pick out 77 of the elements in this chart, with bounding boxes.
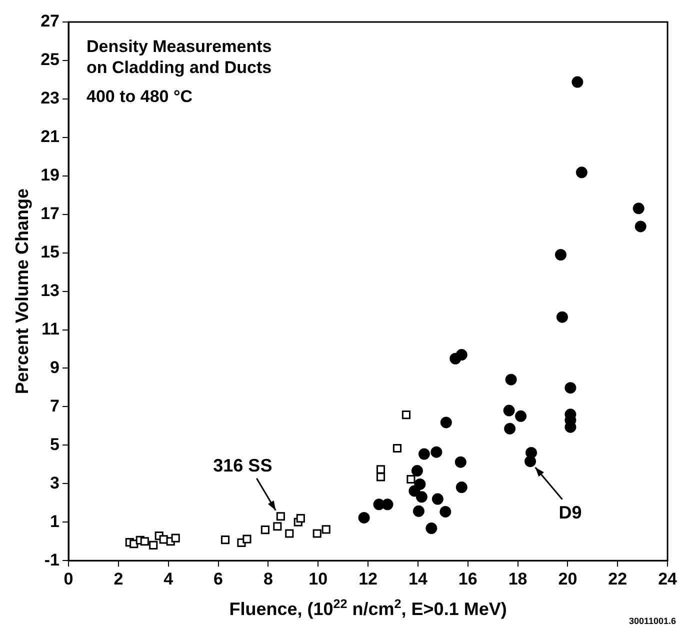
point: [312, 529, 322, 538]
point: [564, 382, 576, 394]
point: [572, 76, 584, 88]
point: [260, 526, 270, 534]
y-tick-label: 7: [50, 396, 60, 416]
x-tick-label: 14: [408, 569, 428, 588]
x-tick-label: 6: [214, 569, 224, 588]
point: [140, 537, 149, 546]
point: [576, 166, 588, 178]
point: [358, 512, 370, 524]
x-tick-label: 20: [558, 569, 578, 588]
point: [402, 410, 410, 420]
x-tick-label: 0: [64, 569, 74, 588]
point: [456, 482, 468, 494]
x-tick-label: 12: [358, 569, 378, 588]
point: [505, 374, 517, 386]
y-tick-label: 9: [50, 358, 60, 377]
point: [296, 514, 305, 523]
point: [554, 249, 566, 260]
point: [406, 474, 416, 484]
point: [242, 534, 252, 544]
point: [322, 525, 330, 534]
point: [503, 404, 515, 416]
point: [285, 529, 294, 538]
annotation: 316 SS: [213, 455, 272, 476]
y-tick-label: 19: [40, 166, 60, 185]
text: 400 to 480 °C: [86, 87, 193, 106]
x-tick-label: 8: [263, 569, 273, 588]
point: [426, 522, 438, 534]
y-tick-label: 17: [40, 204, 60, 224]
y-tick-label: 23: [40, 88, 60, 108]
y-tick-label: 27: [40, 12, 60, 31]
y-tick-label: -1: [44, 550, 60, 570]
y-tick-label: 25: [40, 50, 60, 70]
text: 30011001.6: [628, 616, 676, 626]
point: [416, 491, 428, 503]
y-tick-label: 5: [50, 434, 60, 454]
y-axis-title: Percent Volume Change: [12, 188, 32, 394]
point: [382, 498, 394, 510]
y-tick-label: 15: [40, 242, 60, 262]
point: [504, 422, 516, 434]
point: [432, 493, 444, 505]
x-tick-label: 22: [608, 569, 628, 588]
point: [440, 506, 452, 518]
point: [632, 202, 644, 214]
y-tick-label: 21: [40, 127, 60, 146]
point: [418, 448, 430, 460]
point: [220, 536, 230, 544]
point: [440, 416, 452, 428]
point: [430, 446, 442, 458]
point: [414, 478, 426, 490]
text: Density Measurements on Cladding and Ducts: [86, 37, 272, 77]
x-tick-label: 4: [164, 569, 174, 588]
annotation: D9: [558, 502, 582, 522]
y-tick-label: 13: [40, 280, 60, 300]
point: [456, 349, 468, 361]
point: [634, 220, 646, 232]
point: [149, 540, 158, 550]
x-tick-label: 2: [114, 569, 124, 588]
point: [171, 534, 180, 542]
point: [273, 522, 282, 531]
x-tick-label: 24: [658, 569, 678, 588]
point: [412, 505, 424, 517]
point: [454, 456, 466, 468]
point: [526, 446, 538, 458]
x-tick-label: 18: [508, 569, 528, 588]
point: [392, 444, 402, 453]
y-tick-label: 1: [50, 512, 60, 531]
point: [556, 311, 568, 323]
point: [515, 410, 527, 422]
point: [411, 465, 423, 477]
y-tick-label: 3: [50, 473, 60, 492]
point: [376, 465, 386, 474]
point: [276, 512, 285, 521]
y-tick-label: 11: [42, 319, 60, 338]
x-tick-label: 16: [458, 569, 478, 588]
x-tick-label: 10: [308, 569, 328, 588]
